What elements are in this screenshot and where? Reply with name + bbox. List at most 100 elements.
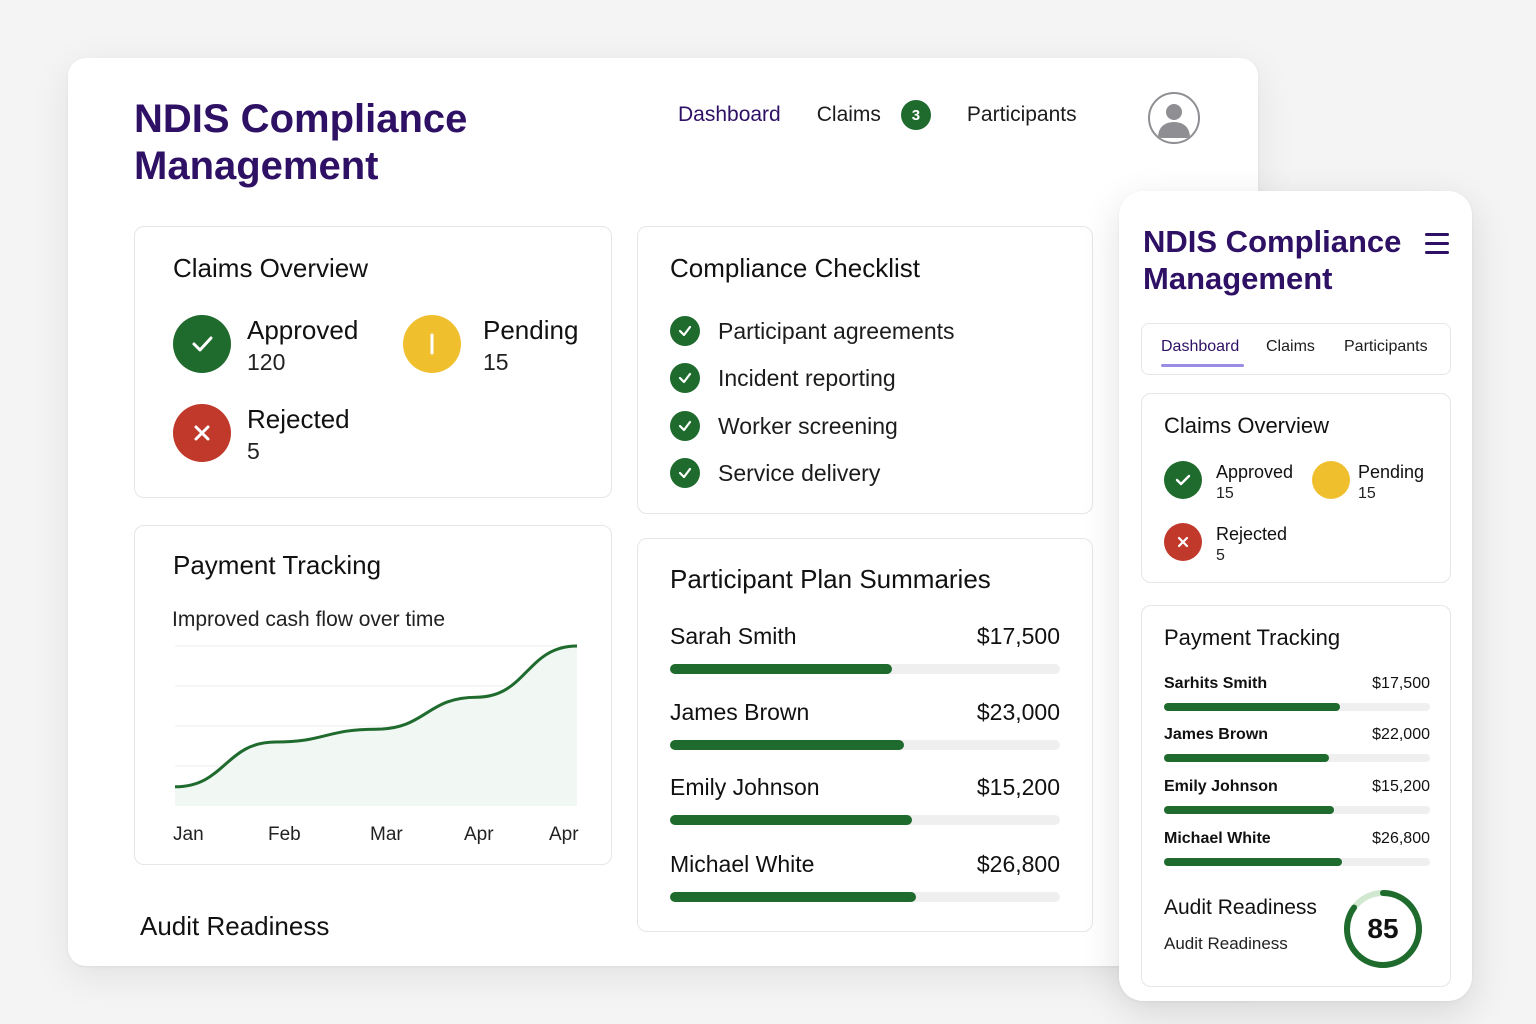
page-title: NDIS Compliance Management <box>134 97 468 188</box>
payment-tracking-subtitle: Improved cash flow over time <box>172 608 446 631</box>
audit-score-value: 85 <box>1367 913 1399 944</box>
checklist-item: Worker screening <box>670 411 898 441</box>
mobile-plan-row: Michael White $26,800 <box>1164 830 1430 866</box>
plan-progress-fill <box>670 815 912 825</box>
approved-value: 120 <box>247 349 286 375</box>
plan-name: Emily Johnson <box>670 774 820 800</box>
tab-participants[interactable]: Participants <box>1344 338 1428 355</box>
pending-icon <box>1312 461 1350 499</box>
check-icon <box>173 315 231 373</box>
plan-row: Michael White $26,800 <box>670 851 1060 902</box>
stat-pending: Pending 15 <box>403 315 578 379</box>
plan-amount: $15,200 <box>1372 778 1430 795</box>
checklist-item-label: Incident reporting <box>718 364 896 391</box>
plan-progress-fill <box>670 892 916 902</box>
plan-progress-fill <box>670 664 893 674</box>
plan-progress-fill <box>1164 806 1335 814</box>
plan-row: Sarah Smith $17,500 <box>670 623 1060 674</box>
hamburger-menu-icon[interactable] <box>1425 233 1449 255</box>
check-icon <box>1164 461 1202 499</box>
payment-tracking-title: Payment Tracking <box>173 550 382 580</box>
mobile-stat-rejected: Rejected 5 <box>1164 523 1287 567</box>
audit-score-arc <box>1344 890 1422 968</box>
x-tick-label: Feb <box>268 824 301 845</box>
audit-readiness-title: Audit Readiness <box>1164 896 1317 919</box>
nav-claims[interactable]: Claims <box>816 103 881 126</box>
plan-name: Sarhits Smith <box>1164 675 1268 692</box>
mobile-plan-row: Sarhits Smith $17,500 <box>1164 675 1430 711</box>
mobile-stat-approved: Approved 15 <box>1164 461 1293 505</box>
rejected-label: Rejected <box>1216 524 1288 544</box>
claims-overview-title: Claims Overview <box>173 253 369 283</box>
x-tick-label: Apr <box>464 824 494 845</box>
mobile-tabs: Dashboard Claims Participants <box>1141 323 1451 375</box>
mobile-payment-tracking-card: Payment Tracking Sarhits Smith $17,500 Ja… <box>1141 605 1451 987</box>
tab-claims[interactable]: Claims <box>1266 338 1315 355</box>
mobile-plan-row: James Brown $22,000 <box>1164 726 1430 762</box>
plan-progress-track <box>670 892 1060 902</box>
plan-amount: $17,500 <box>1372 675 1430 692</box>
plan-progress-fill <box>1164 858 1343 866</box>
user-avatar[interactable] <box>1148 92 1200 144</box>
x-tick-label: Jan <box>173 824 204 845</box>
plan-amount: $26,800 <box>976 851 1060 877</box>
plan-progress-track <box>1164 858 1430 866</box>
plan-amount: $17,500 <box>976 623 1060 649</box>
plan-summaries-card: Participant Plan Summaries Sarah Smith $1… <box>637 538 1093 932</box>
nav-participants[interactable]: Participants <box>966 103 1077 126</box>
plan-progress-track <box>1164 806 1430 814</box>
stat-approved: Approved 120 <box>173 315 358 379</box>
plan-progress-track <box>670 815 1060 825</box>
plan-amount: $23,000 <box>976 699 1060 725</box>
payment-tracking-card: Payment Tracking Improved cash flow over… <box>134 525 612 865</box>
mobile-payment-tracking-title: Payment Tracking <box>1164 625 1341 650</box>
checklist-item: Service delivery <box>670 458 880 488</box>
stat-rejected: Rejected 5 <box>173 404 350 468</box>
close-icon <box>1164 523 1202 561</box>
top-nav: Dashboard Claims 3 Participants <box>678 100 1113 130</box>
mobile-stat-pending: Pending 15 <box>1312 461 1424 505</box>
plan-row: James Brown $23,000 <box>670 699 1060 750</box>
pending-value: 15 <box>1358 485 1376 502</box>
close-icon <box>173 404 231 462</box>
claims-overview-card: Claims Overview Approved 120 Pending 15 <box>134 226 612 498</box>
nav-dashboard[interactable]: Dashboard <box>678 103 781 126</box>
plan-amount: $26,800 <box>1372 830 1430 847</box>
audit-score-gauge <box>1344 890 1422 968</box>
audit-readiness-subtitle: Audit Readiness <box>1164 934 1288 953</box>
audit-readiness-heading: Audit Readiness <box>140 911 330 941</box>
plan-summaries-title: Participant Plan Summaries <box>670 564 991 594</box>
mobile-page-title: NDIS Compliance Management <box>1143 224 1402 296</box>
pending-label: Pending <box>483 315 579 345</box>
plan-progress-track <box>1164 754 1430 762</box>
desktop-window: NDIS Compliance Management Dashboard Cla… <box>68 58 1258 966</box>
approved-label: Approved <box>1216 462 1294 482</box>
x-tick-label: Apr <box>549 824 579 845</box>
plan-amount: $15,200 <box>976 774 1060 800</box>
plan-progress-track <box>670 664 1060 674</box>
mobile-claims-overview-card: Claims Overview Approved 15 Pending 15 R… <box>1141 393 1451 583</box>
approved-value: 15 <box>1216 485 1234 502</box>
rejected-value: 5 <box>247 438 260 464</box>
rejected-value: 5 <box>1216 547 1225 564</box>
checklist-item-label: Participant agreements <box>718 317 955 344</box>
compliance-checklist-title: Compliance Checklist <box>670 253 920 283</box>
payment-series-line <box>174 644 578 789</box>
user-icon <box>1158 104 1190 138</box>
payment-chart <box>174 644 578 806</box>
plan-progress-fill <box>670 740 904 750</box>
checklist-item-label: Worker screening <box>718 412 898 439</box>
pending-icon <box>403 315 461 373</box>
plan-name: Michael White <box>1164 830 1271 847</box>
checklist-item: Incident reporting <box>670 363 896 393</box>
tab-dashboard[interactable]: Dashboard <box>1161 338 1240 355</box>
mobile-claims-overview-title: Claims Overview <box>1164 413 1330 438</box>
approved-label: Approved <box>247 315 359 345</box>
check-icon <box>670 458 700 488</box>
plan-name: James Brown <box>670 699 810 725</box>
plan-name: Emily Johnson <box>1164 778 1278 795</box>
mobile-window: NDIS Compliance Management Dashboard Cla… <box>1119 191 1472 1001</box>
x-tick-label: Mar <box>370 824 403 845</box>
checklist-item: Participant agreements <box>670 316 955 346</box>
plan-row: Emily Johnson $15,200 <box>670 774 1060 825</box>
